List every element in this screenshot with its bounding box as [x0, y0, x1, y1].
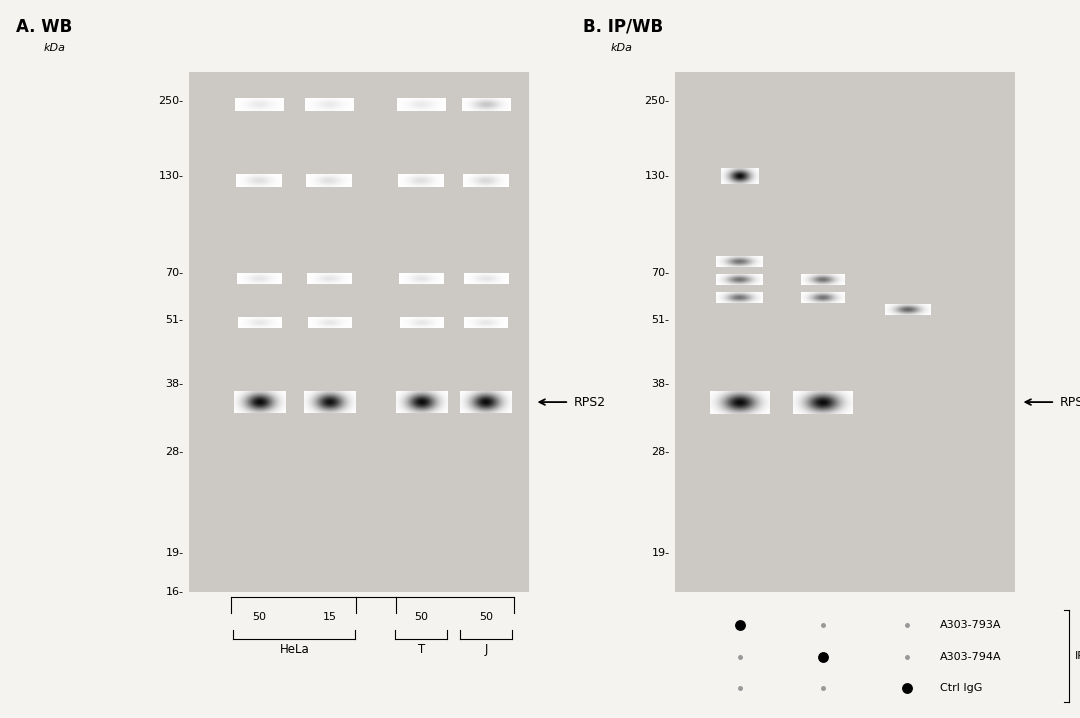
Text: J: J [484, 643, 488, 656]
Text: 19-: 19- [165, 548, 184, 558]
Text: B. IP/WB: B. IP/WB [583, 18, 663, 36]
Text: kDa: kDa [610, 43, 632, 53]
Text: 50: 50 [415, 612, 428, 623]
Text: 130-: 130- [645, 171, 670, 181]
Text: Ctrl IgG: Ctrl IgG [940, 683, 982, 693]
Text: 38-: 38- [165, 379, 184, 389]
Text: RPS2: RPS2 [573, 396, 606, 409]
Text: kDa: kDa [43, 43, 65, 53]
Text: 70-: 70- [165, 268, 184, 278]
Text: RPS2: RPS2 [1059, 396, 1080, 409]
Text: 51-: 51- [165, 314, 184, 325]
Text: 16-: 16- [165, 587, 184, 597]
Text: 130-: 130- [159, 171, 184, 181]
Text: 50: 50 [253, 612, 266, 623]
Text: 51-: 51- [651, 314, 670, 325]
Text: HeLa: HeLa [280, 643, 309, 656]
Bar [675, 72, 1015, 592]
Text: IP: IP [1075, 651, 1080, 661]
Text: 70-: 70- [651, 268, 670, 278]
Text: A303-793A: A303-793A [940, 620, 1001, 630]
Text: 250-: 250- [645, 95, 670, 106]
Text: 15: 15 [323, 612, 336, 623]
Text: A. WB: A. WB [16, 18, 72, 36]
Text: 50: 50 [480, 612, 492, 623]
Text: 250-: 250- [159, 95, 184, 106]
Text: 28-: 28- [165, 447, 184, 457]
Text: 38-: 38- [651, 379, 670, 389]
Text: T: T [418, 643, 424, 656]
Bar [189, 72, 529, 592]
Text: A303-794A: A303-794A [940, 652, 1001, 662]
Text: 19-: 19- [651, 548, 670, 558]
Text: 28-: 28- [651, 447, 670, 457]
